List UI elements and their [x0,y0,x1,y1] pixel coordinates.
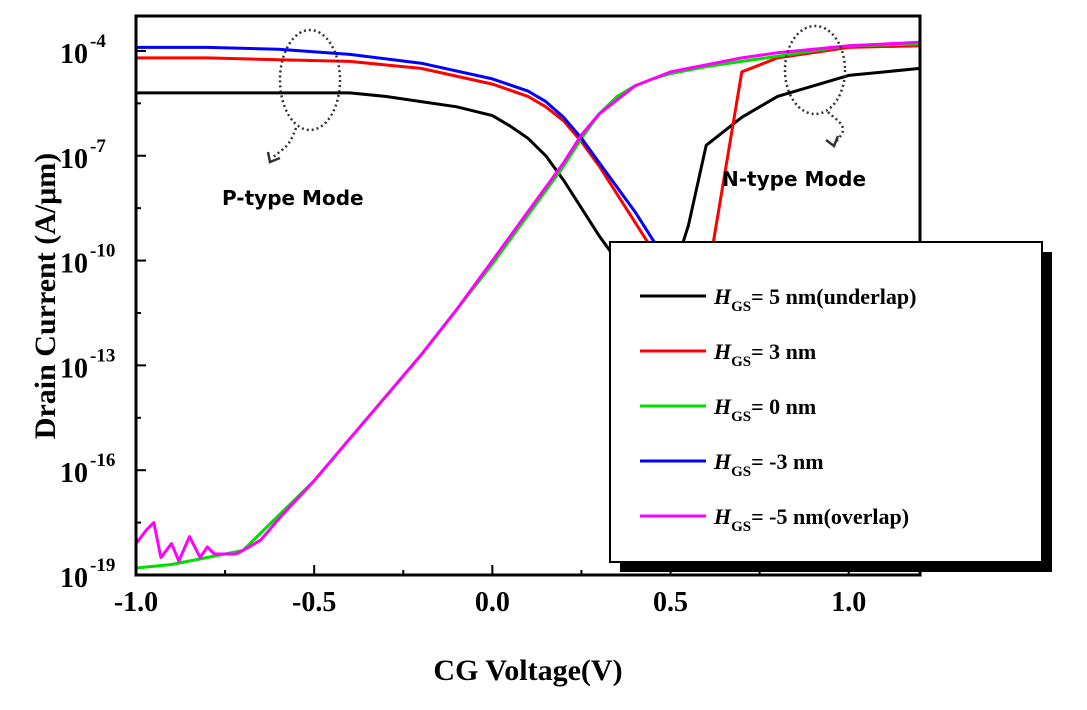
p-type-arrow [271,127,298,159]
n-type-arrowhead [825,135,840,148]
legend: HGS= 5 nm(underlap) HGS= 3 nm HGS= 0 nm HGS… [609,241,1052,572]
series-line-1 [136,44,920,294]
legend-label-4: HGS= -5 nm(overlap) [713,504,909,535]
y-tick-exponent: -16 [90,450,115,471]
series-line-0 [136,66,920,297]
y-tick-label: 10 [60,249,88,280]
y-tick-exponent: -7 [90,136,106,157]
y-tick-label: 10 [60,144,88,175]
y-tick-exponent: -4 [90,31,106,52]
p-type-arrowhead [266,151,281,164]
x-tick-label: -0.5 [292,587,336,618]
series-line-4 [136,40,920,563]
y-axis-title: Drain Current (A/μm) [29,153,62,439]
x-tick-label: 0.5 [653,587,688,618]
legend-label-1: HGS= 3 nm [713,339,816,370]
y-tick-label: 10 [60,39,88,70]
y-tick-label: 10 [60,353,88,384]
series-curves [136,40,920,570]
x-tick-label: 1.0 [831,587,866,618]
p-type-region-ellipse [278,28,342,132]
n-type-arrow [827,111,845,143]
y-tick-label: 10 [60,458,88,489]
x-axis-title: CG Voltage(V) [433,654,622,687]
n-type-region-ellipse [783,24,847,116]
n-type-mode-label: N-type Mode [722,167,866,191]
legend-label-0: HGS= 5 nm(underlap) [713,284,916,315]
y-tick-label: 10 [60,563,88,594]
y-tick-exponent: -10 [90,241,115,262]
x-tick-label: 0.0 [475,587,510,618]
legend-label-2: HGS= 0 nm [713,394,816,425]
p-type-mode-label: P-type Mode [222,186,364,210]
y-tick-exponent: -13 [90,345,115,366]
x-axis-ticks: -1.0 -0.5 0.0 0.5 1.0 [114,565,866,618]
y-tick-exponent: -19 [90,555,115,576]
legend-label-3: HGS= -3 nm [713,449,824,480]
x-tick-label: -1.0 [114,587,158,618]
series-line-2 [136,42,920,570]
